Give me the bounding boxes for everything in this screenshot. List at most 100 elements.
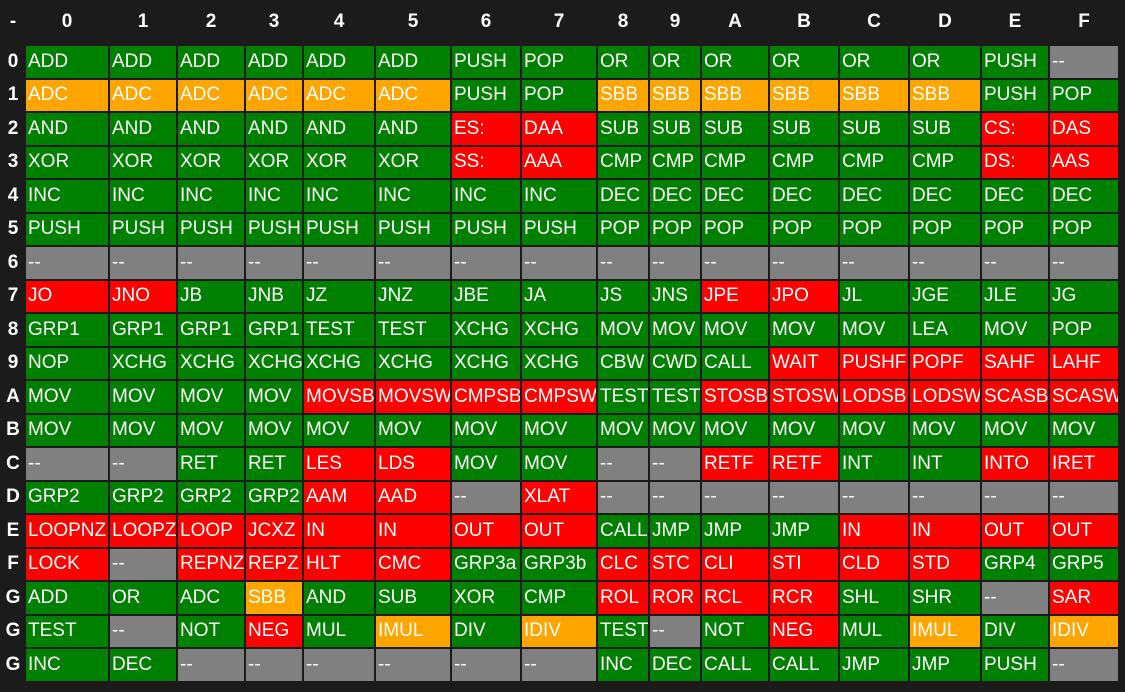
opcode-cell: ADC — [304, 79, 374, 111]
opcode-cell: IN — [840, 515, 908, 547]
opcode-cell: MOV — [246, 381, 302, 413]
column-header: 8 — [617, 11, 629, 32]
opcode-cell: INT — [910, 448, 980, 480]
opcode-cell: PUSH — [110, 213, 176, 245]
opcode-cell: ADD — [376, 46, 450, 78]
opcode-cell: RET — [178, 448, 244, 480]
opcode-cell: MOV — [304, 414, 374, 446]
opcode-cell: INC — [178, 180, 244, 212]
opcode-cell: PUSH — [452, 79, 520, 111]
opcode-cell: MOV — [770, 314, 838, 346]
opcode-cell: -- — [452, 649, 520, 681]
row-header: 8 — [7, 318, 19, 340]
opcode-cell: JZ — [304, 280, 374, 312]
opcode-cell: -- — [910, 247, 980, 279]
column-header: - — [9, 11, 17, 32]
opcode-cell: PUSH — [26, 213, 108, 245]
opcode-cell: GRP2 — [246, 481, 302, 513]
opcode-cell: MOV — [522, 448, 596, 480]
opcode-cell: MOV — [840, 414, 908, 446]
opcode-cell: POP — [522, 46, 596, 78]
opcode-cell: SUB — [702, 113, 768, 145]
opcode-cell: CLC — [598, 548, 648, 580]
opcode-cell: JA — [522, 280, 596, 312]
opcode-cell: CALL — [702, 649, 768, 681]
opcode-cell: CBW — [598, 347, 648, 379]
opcode-cell: POP — [910, 213, 980, 245]
opcode-cell: LOOP — [178, 515, 244, 547]
opcode-cell: INC — [376, 180, 450, 212]
opcode-cell: XOR — [304, 146, 374, 178]
opcode-cell: DEC — [598, 180, 648, 212]
opcode-cell: -- — [452, 481, 520, 513]
opcode-cell: ADD — [246, 46, 302, 78]
opcode-cell: MOVSW — [376, 381, 450, 413]
opcode-cell: XOR — [178, 146, 244, 178]
column-header: 6 — [480, 11, 492, 32]
opcode-cell: GRP3a — [452, 548, 520, 580]
opcode-cell: TEST — [304, 314, 374, 346]
opcode-cell: XOR — [110, 146, 176, 178]
opcode-cell: JMP — [702, 515, 768, 547]
opcode-cell: DIV — [982, 615, 1048, 647]
opcode-cell: MUL — [840, 615, 908, 647]
opcode-cell: NEG — [770, 615, 838, 647]
opcode-cell: DEC — [840, 180, 908, 212]
opcode-cell: JPE — [702, 280, 768, 312]
opcode-cell: CMP — [840, 146, 908, 178]
opcode-cell: JO — [26, 280, 108, 312]
opcode-cell: OR — [650, 46, 700, 78]
column-header: 2 — [205, 11, 217, 32]
row-header: G — [5, 620, 21, 642]
opcode-cell: AND — [178, 113, 244, 145]
opcode-cell: CLD — [840, 548, 908, 580]
opcode-cell: TEST — [598, 615, 648, 647]
opcode-cell: IMUL — [376, 615, 450, 647]
opcode-cell: XOR — [452, 582, 520, 614]
opcode-cell: XOR — [26, 146, 108, 178]
opcode-cell: SAR — [1050, 582, 1118, 614]
opcode-cell: -- — [650, 615, 700, 647]
opcode-cell: MOV — [26, 381, 108, 413]
opcode-cell: XCHG — [110, 347, 176, 379]
opcode-cell: IDIV — [1050, 615, 1118, 647]
opcode-cell: STOSW — [770, 381, 838, 413]
opcode-cell: JNB — [246, 280, 302, 312]
opcode-cell: LEA — [910, 314, 980, 346]
opcode-cell: LODSW — [910, 381, 980, 413]
opcode-cell: -- — [522, 649, 596, 681]
opcode-cell: AND — [376, 113, 450, 145]
opcode-cell: -- — [26, 448, 108, 480]
opcode-cell: MOV — [26, 414, 108, 446]
opcode-cell: SUB — [650, 113, 700, 145]
column-header: A — [728, 11, 742, 32]
opcode-cell: SBB — [910, 79, 980, 111]
opcode-cell: POP — [598, 213, 648, 245]
opcode-cell: RETF — [702, 448, 768, 480]
opcode-cell: MOV — [110, 381, 176, 413]
opcode-cell: -- — [840, 247, 908, 279]
opcode-cell: NEG — [246, 615, 302, 647]
opcode-cell: POP — [982, 213, 1048, 245]
opcode-cell: AND — [26, 113, 108, 145]
opcode-cell: PUSH — [452, 46, 520, 78]
opcode-cell: SHL — [840, 582, 908, 614]
opcode-cell: JS — [598, 280, 648, 312]
row-header: E — [6, 519, 20, 541]
opcode-cell: XCHG — [376, 347, 450, 379]
opcode-cell: POP — [650, 213, 700, 245]
opcode-cell: MOV — [376, 414, 450, 446]
opcode-cell: PUSH — [246, 213, 302, 245]
opcode-cell: ADC — [246, 79, 302, 111]
opcode-cell: CMP — [522, 582, 596, 614]
opcode-cell: AAS — [1050, 146, 1118, 178]
opcode-cell: OR — [110, 582, 176, 614]
opcode-cell: CMP — [702, 146, 768, 178]
opcode-cell: TEST — [598, 381, 648, 413]
opcode-cell: XOR — [246, 146, 302, 178]
opcode-cell: OR — [702, 46, 768, 78]
column-header: F — [1078, 11, 1090, 32]
row-header: A — [6, 385, 20, 407]
